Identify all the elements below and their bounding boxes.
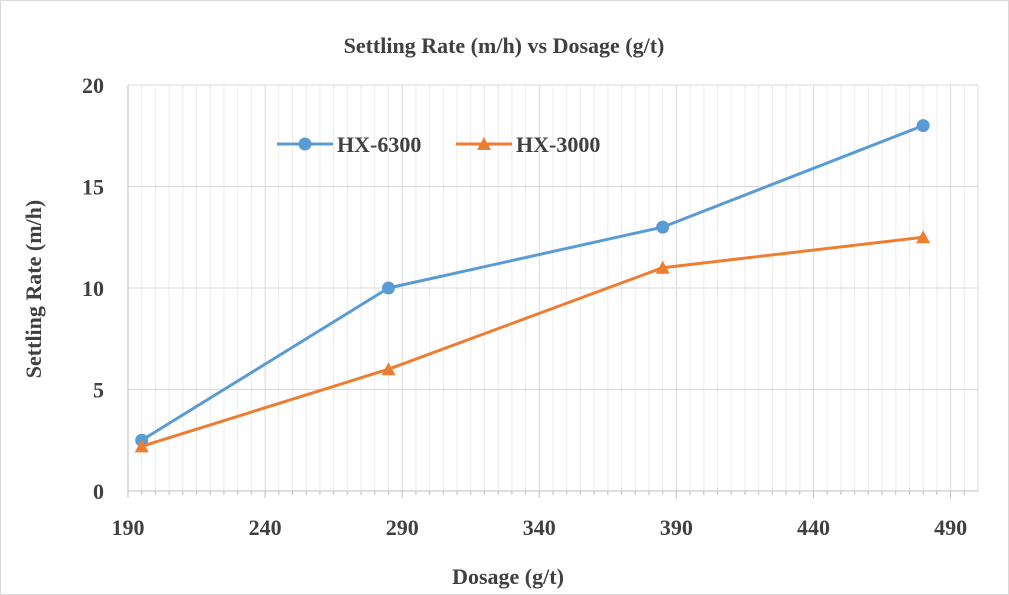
data-point xyxy=(655,260,670,274)
y-tick-label: 20 xyxy=(82,73,104,98)
data-point xyxy=(656,220,670,234)
data-point xyxy=(381,281,395,295)
y-tick-label: 10 xyxy=(82,276,104,301)
x-tick-label: 340 xyxy=(523,515,556,540)
x-tick-label: 290 xyxy=(386,515,419,540)
series-hx-6300 xyxy=(135,119,930,447)
legend-label: HX-6300 xyxy=(337,132,421,157)
y-axis-title: Settling Rate (m/h) xyxy=(21,200,46,378)
x-tick-label: 490 xyxy=(934,515,967,540)
data-point xyxy=(916,230,931,244)
x-tick-label: 390 xyxy=(660,515,693,540)
x-tick-label: 190 xyxy=(112,515,145,540)
x-tick-label: 240 xyxy=(249,515,282,540)
series-line xyxy=(141,235,924,448)
legend-item-hx-3000: HX-3000 xyxy=(456,132,600,157)
chart-title: Settling Rate (m/h) vs Dosage (g/t) xyxy=(344,33,665,58)
y-tick-label: 0 xyxy=(93,479,104,504)
x-axis-title: Dosage (g/t) xyxy=(452,564,564,589)
legend: HX-6300 HX-3000 xyxy=(277,132,600,157)
series-layer xyxy=(134,119,931,453)
grid xyxy=(128,84,979,491)
legend-label: HX-3000 xyxy=(516,132,600,157)
data-point xyxy=(134,439,149,453)
axes: 190 240 290 340 390 440 490 0 5 10 15 20 xyxy=(82,73,978,540)
legend-marker xyxy=(298,137,312,151)
legend-item-hx-6300: HX-6300 xyxy=(277,132,421,157)
legend-marker xyxy=(477,137,491,150)
data-point xyxy=(916,119,930,133)
y-tick-label: 15 xyxy=(82,175,104,200)
series-hx-3000 xyxy=(134,230,931,453)
x-tick-label: 440 xyxy=(797,515,830,540)
series-line xyxy=(140,124,924,442)
y-tick-label: 5 xyxy=(93,378,104,403)
data-point xyxy=(381,362,396,376)
